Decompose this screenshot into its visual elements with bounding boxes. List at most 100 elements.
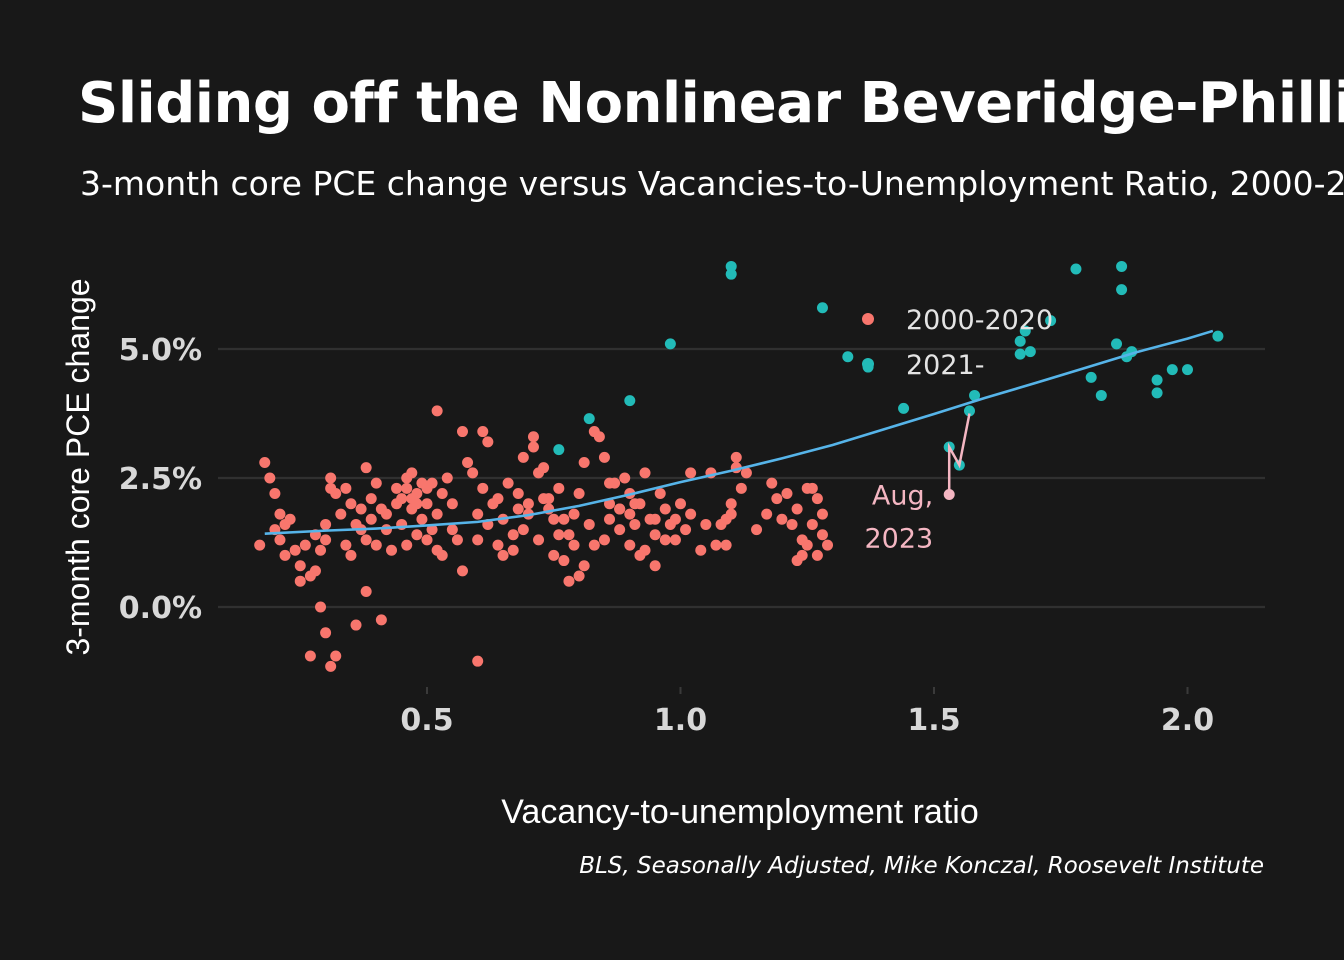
data-point <box>1014 348 1026 360</box>
data-point <box>685 467 697 479</box>
data-point <box>320 627 332 639</box>
data-point <box>456 426 468 438</box>
data-point <box>1151 374 1163 386</box>
data-point <box>801 539 813 551</box>
data-point <box>675 498 686 510</box>
series-2000-2020 <box>254 405 834 672</box>
recent-path <box>947 413 971 495</box>
data-point <box>477 426 489 438</box>
data-point <box>456 565 468 577</box>
data-point <box>497 549 509 561</box>
data-point <box>441 472 453 484</box>
data-point <box>406 493 418 505</box>
data-point <box>467 467 479 479</box>
data-point <box>553 529 565 541</box>
data-point <box>730 451 742 463</box>
data-point <box>538 462 550 474</box>
data-point <box>740 467 752 479</box>
data-point <box>325 660 337 672</box>
data-point <box>360 586 372 598</box>
data-point <box>791 503 803 515</box>
data-point <box>436 487 448 499</box>
data-point <box>370 539 382 551</box>
data-point <box>568 539 580 551</box>
data-point <box>619 472 631 484</box>
data-point <box>563 529 575 541</box>
data-point <box>345 498 357 510</box>
data-point <box>289 544 301 556</box>
data-point <box>1019 325 1031 337</box>
data-point <box>269 487 281 499</box>
data-point <box>669 534 681 546</box>
data-point <box>502 477 514 489</box>
data-point <box>553 444 565 456</box>
data-point <box>274 534 286 546</box>
annotation-label: Aug, <box>872 481 933 512</box>
data-point <box>583 413 595 425</box>
data-point <box>1095 389 1107 401</box>
data-point <box>1111 338 1123 350</box>
data-point <box>254 539 266 551</box>
data-point <box>416 477 428 489</box>
legend: 2000-2020 2021- <box>862 305 1053 381</box>
x-tick-label: 1.5 <box>907 703 960 738</box>
data-point <box>365 493 377 505</box>
data-point <box>477 482 489 494</box>
data-point <box>680 524 692 536</box>
data-point <box>522 498 534 510</box>
data-point <box>380 524 392 536</box>
data-point <box>786 518 798 530</box>
data-point <box>761 508 773 520</box>
data-point <box>304 650 316 662</box>
data-point <box>811 493 823 505</box>
legend-label: 2021- <box>906 350 984 381</box>
data-point <box>360 534 372 546</box>
aug-2023-point <box>943 489 955 501</box>
data-point <box>360 462 372 474</box>
data-point <box>725 268 737 280</box>
data-point <box>573 570 585 582</box>
x-tick-label: 0.5 <box>400 703 453 738</box>
data-point <box>380 508 392 520</box>
data-point <box>446 524 458 536</box>
data-point <box>776 513 788 525</box>
data-point <box>568 508 580 520</box>
data-point <box>315 544 327 556</box>
data-point <box>796 549 808 561</box>
data-point <box>284 513 296 525</box>
x-tick-label: 2.0 <box>1161 703 1214 738</box>
data-point <box>725 498 737 510</box>
data-point <box>1024 346 1036 358</box>
data-point <box>375 614 387 626</box>
data-point <box>527 431 539 443</box>
data-point <box>806 482 818 494</box>
data-point <box>604 477 616 489</box>
data-point <box>598 451 610 463</box>
grid-lines <box>218 347 1265 609</box>
data-point <box>1045 315 1057 327</box>
data-point <box>421 534 433 546</box>
data-point <box>639 544 651 556</box>
x-axis-label: Vacancy-to-unemployment ratio <box>501 793 979 831</box>
data-point <box>259 457 271 469</box>
data-point <box>533 534 545 546</box>
data-point <box>548 549 560 561</box>
data-point <box>386 544 398 556</box>
y-tick-label: 5.0% <box>119 333 202 368</box>
data-point <box>391 482 403 494</box>
data-point <box>451 534 463 546</box>
data-point <box>649 529 661 541</box>
data-point <box>401 472 413 484</box>
data-point <box>771 493 783 505</box>
data-point <box>969 389 981 401</box>
data-point <box>669 513 681 525</box>
data-point <box>816 529 828 541</box>
data-point <box>355 503 367 515</box>
data-point <box>1182 364 1193 376</box>
data-point <box>578 457 590 469</box>
data-point <box>806 518 818 530</box>
data-point <box>766 477 778 489</box>
data-point <box>583 518 595 530</box>
data-point <box>725 260 737 272</box>
